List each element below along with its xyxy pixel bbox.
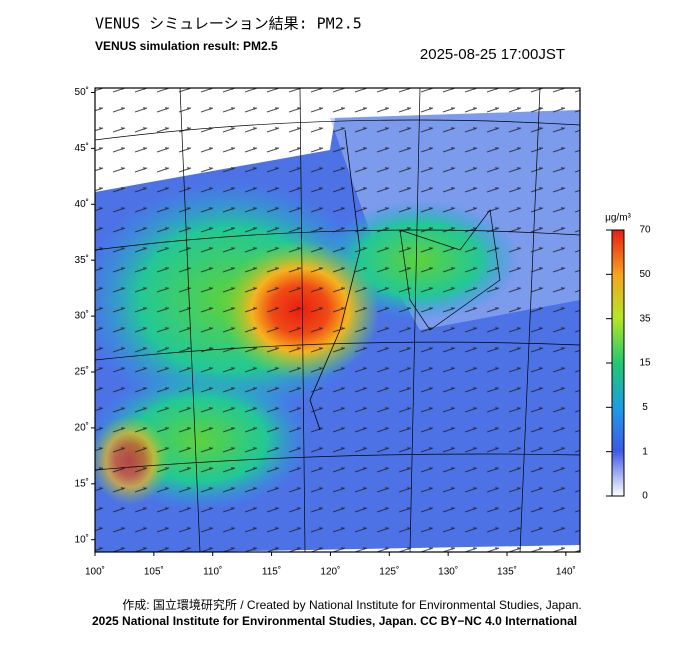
lon-tick-label: 105˚ [144,566,164,578]
map-frame [94,87,581,553]
lon-tick-label: 110˚ [203,566,222,578]
lat-tick-label: 15˚ [75,477,89,489]
colorbar-tick-label: 5 [642,402,648,413]
colorbar-tick-label: 70 [639,225,651,236]
lat-tick-label: 10˚ [75,533,89,545]
lat-tick-label: 35˚ [75,254,89,266]
lat-tick-label: 50˚ [75,86,89,98]
lat-tick-label: 40˚ [75,198,89,210]
lon-tick-label: 130˚ [438,566,458,578]
lon-tick-label: 125˚ [379,566,399,578]
colorbar-tick-label: 15 [639,358,651,369]
colorbar-unit: μg/m³ [605,213,631,224]
lat-tick-label: 25˚ [75,366,89,378]
colorbar-tick-label: 50 [639,269,651,280]
timestamp: 2025-08-25 17:00JST [420,46,565,63]
title-ja: VENUS シミュレーション結果: PM2.5 [95,15,362,33]
lat-tick-label: 20˚ [75,422,89,434]
lon-tick-label: 140˚ [556,566,576,578]
lat-tick-label: 45˚ [75,142,89,154]
license: 2025 National Institute for Environmenta… [92,614,577,628]
lon-tick-label: 115˚ [262,566,281,578]
lon-tick-label: 100˚ [85,566,105,578]
colorbar-tick-label: 35 [639,313,651,324]
colorbar-tick-label: 1 [642,446,648,457]
title-en: VENUS simulation result: PM2.5 [95,39,278,53]
colorbar [611,229,625,497]
colorbar-tick-label: 0 [642,491,648,502]
lon-tick-label: 120˚ [320,566,340,578]
map-field [95,88,580,552]
credit: 作成: 国立環境研究所 / Created by National Instit… [122,597,582,612]
lon-tick-label: 135˚ [497,566,517,578]
lat-tick-label: 30˚ [75,310,89,322]
